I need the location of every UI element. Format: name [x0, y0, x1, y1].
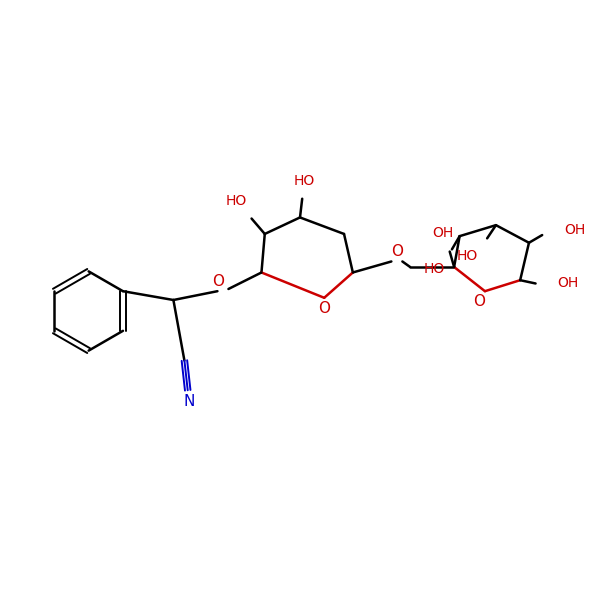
- Text: HO: HO: [457, 249, 478, 263]
- Text: HO: HO: [226, 194, 247, 208]
- Text: HO: HO: [294, 174, 315, 188]
- Text: OH: OH: [564, 223, 586, 236]
- Text: HO: HO: [424, 262, 445, 276]
- Text: OH: OH: [557, 277, 579, 290]
- Text: O: O: [473, 293, 485, 308]
- Text: N: N: [183, 394, 194, 409]
- Text: O: O: [391, 244, 403, 259]
- Text: OH: OH: [433, 226, 454, 240]
- Text: O: O: [212, 274, 224, 289]
- Text: O: O: [318, 301, 330, 316]
